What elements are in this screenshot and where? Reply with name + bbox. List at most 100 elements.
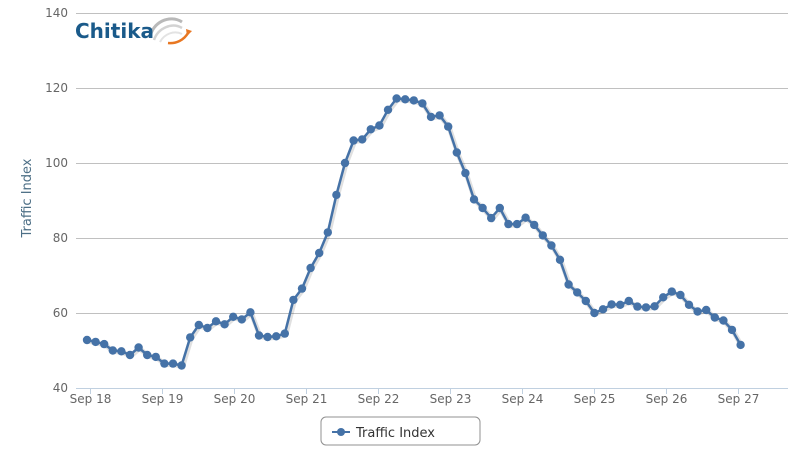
legend-point-marker <box>337 428 345 436</box>
data-point[interactable] <box>297 284 307 293</box>
data-point[interactable] <box>598 305 608 314</box>
data-point[interactable] <box>401 95 410 104</box>
data-point[interactable] <box>530 220 539 230</box>
data-point[interactable] <box>392 94 401 103</box>
data-point[interactable] <box>272 332 281 341</box>
y-axis-title: Traffic Index <box>20 158 35 238</box>
data-point[interactable] <box>289 295 298 305</box>
data-point[interactable] <box>667 287 676 296</box>
data-point[interactable] <box>710 313 719 322</box>
data-point[interactable] <box>254 331 264 340</box>
data-point[interactable] <box>211 317 221 326</box>
data-point[interactable] <box>633 302 642 311</box>
data-point[interactable] <box>100 339 109 349</box>
data-point[interactable] <box>349 136 358 145</box>
data-point[interactable] <box>702 305 711 315</box>
data-point[interactable] <box>452 148 461 157</box>
data-point[interactable] <box>684 300 694 309</box>
data-point[interactable] <box>495 203 504 213</box>
data-point[interactable] <box>719 316 728 325</box>
legend-box <box>320 416 481 446</box>
data-point[interactable] <box>676 290 685 300</box>
data-point[interactable] <box>143 350 152 360</box>
y-tick-label: 140 <box>45 6 68 20</box>
data-point[interactable] <box>435 111 444 120</box>
x-tick-label: Sep 20 <box>214 392 256 406</box>
x-axis: Sep 18 Sep 19 Sep 20 Sep 21 Sep 22 Sep 23 Sep … <box>70 388 788 406</box>
data-point[interactable] <box>573 288 582 297</box>
legend-label[interactable]: Traffic Index <box>355 426 435 441</box>
data-point[interactable] <box>263 332 272 342</box>
data-point[interactable] <box>332 190 341 200</box>
data-point[interactable] <box>229 312 238 321</box>
data-point[interactable] <box>383 105 393 115</box>
data-point[interactable] <box>280 329 289 338</box>
data-point[interactable] <box>194 320 203 330</box>
data-point[interactable] <box>160 359 169 368</box>
data-point[interactable] <box>418 99 427 108</box>
y-tick-label: 120 <box>45 81 68 95</box>
series-traffic-index <box>82 94 745 370</box>
legend[interactable]: Traffic Index <box>320 416 481 446</box>
data-point[interactable] <box>461 168 470 178</box>
data-point[interactable] <box>315 248 324 258</box>
data-point[interactable] <box>538 231 547 240</box>
data-point[interactable] <box>547 241 556 250</box>
data-point[interactable] <box>306 263 315 273</box>
data-point[interactable] <box>650 302 659 311</box>
data-point[interactable] <box>237 315 246 324</box>
y-tick-label: 100 <box>45 156 68 170</box>
x-tick-label: Sep 18 <box>70 392 112 406</box>
data-point[interactable] <box>340 158 350 168</box>
data-point[interactable] <box>151 352 160 362</box>
grid-lines <box>76 13 788 389</box>
data-point[interactable] <box>82 335 92 345</box>
data-point[interactable] <box>607 300 616 309</box>
data-point[interactable] <box>641 303 651 312</box>
data-point[interactable] <box>409 96 418 105</box>
y-tick-label: 40 <box>53 381 68 395</box>
data-point[interactable] <box>323 228 332 237</box>
data-point[interactable] <box>659 293 668 302</box>
x-tick-label: Sep 24 <box>502 392 544 406</box>
data-point[interactable] <box>736 340 745 350</box>
data-point[interactable] <box>117 347 126 356</box>
data-point[interactable] <box>564 280 573 289</box>
data-point[interactable] <box>616 300 625 309</box>
data-point[interactable] <box>134 343 143 352</box>
data-point[interactable] <box>504 219 513 229</box>
data-point[interactable] <box>125 350 135 360</box>
data-point[interactable] <box>186 333 195 342</box>
data-point[interactable] <box>366 125 375 134</box>
data-point[interactable] <box>203 323 212 333</box>
data-point[interactable] <box>375 121 384 130</box>
data-point[interactable] <box>246 308 255 317</box>
x-tick-label: Sep 19 <box>142 392 184 406</box>
data-point[interactable] <box>693 307 702 316</box>
data-point[interactable] <box>426 112 436 122</box>
data-point[interactable] <box>108 346 118 355</box>
x-tick-label: Sep 25 <box>574 392 616 406</box>
data-point[interactable] <box>168 359 178 368</box>
chitika-logo: Chitika <box>75 17 192 45</box>
data-point[interactable] <box>91 337 100 347</box>
data-point[interactable] <box>512 219 522 229</box>
data-point[interactable] <box>358 135 367 144</box>
data-point[interactable] <box>624 296 633 306</box>
data-point[interactable] <box>469 195 479 204</box>
x-tick-label: Sep 23 <box>430 392 472 406</box>
data-point[interactable] <box>727 325 737 335</box>
data-point[interactable] <box>487 213 496 223</box>
data-point[interactable] <box>581 296 590 306</box>
data-point[interactable] <box>220 320 229 329</box>
data-point[interactable] <box>555 255 565 264</box>
y-tick-label: 80 <box>53 231 68 245</box>
data-point[interactable] <box>590 308 599 318</box>
data-point[interactable] <box>521 213 530 222</box>
x-tick-label: Sep 26 <box>646 392 688 406</box>
data-point[interactable] <box>478 203 487 213</box>
data-point[interactable] <box>177 361 186 370</box>
data-point[interactable] <box>444 122 453 131</box>
